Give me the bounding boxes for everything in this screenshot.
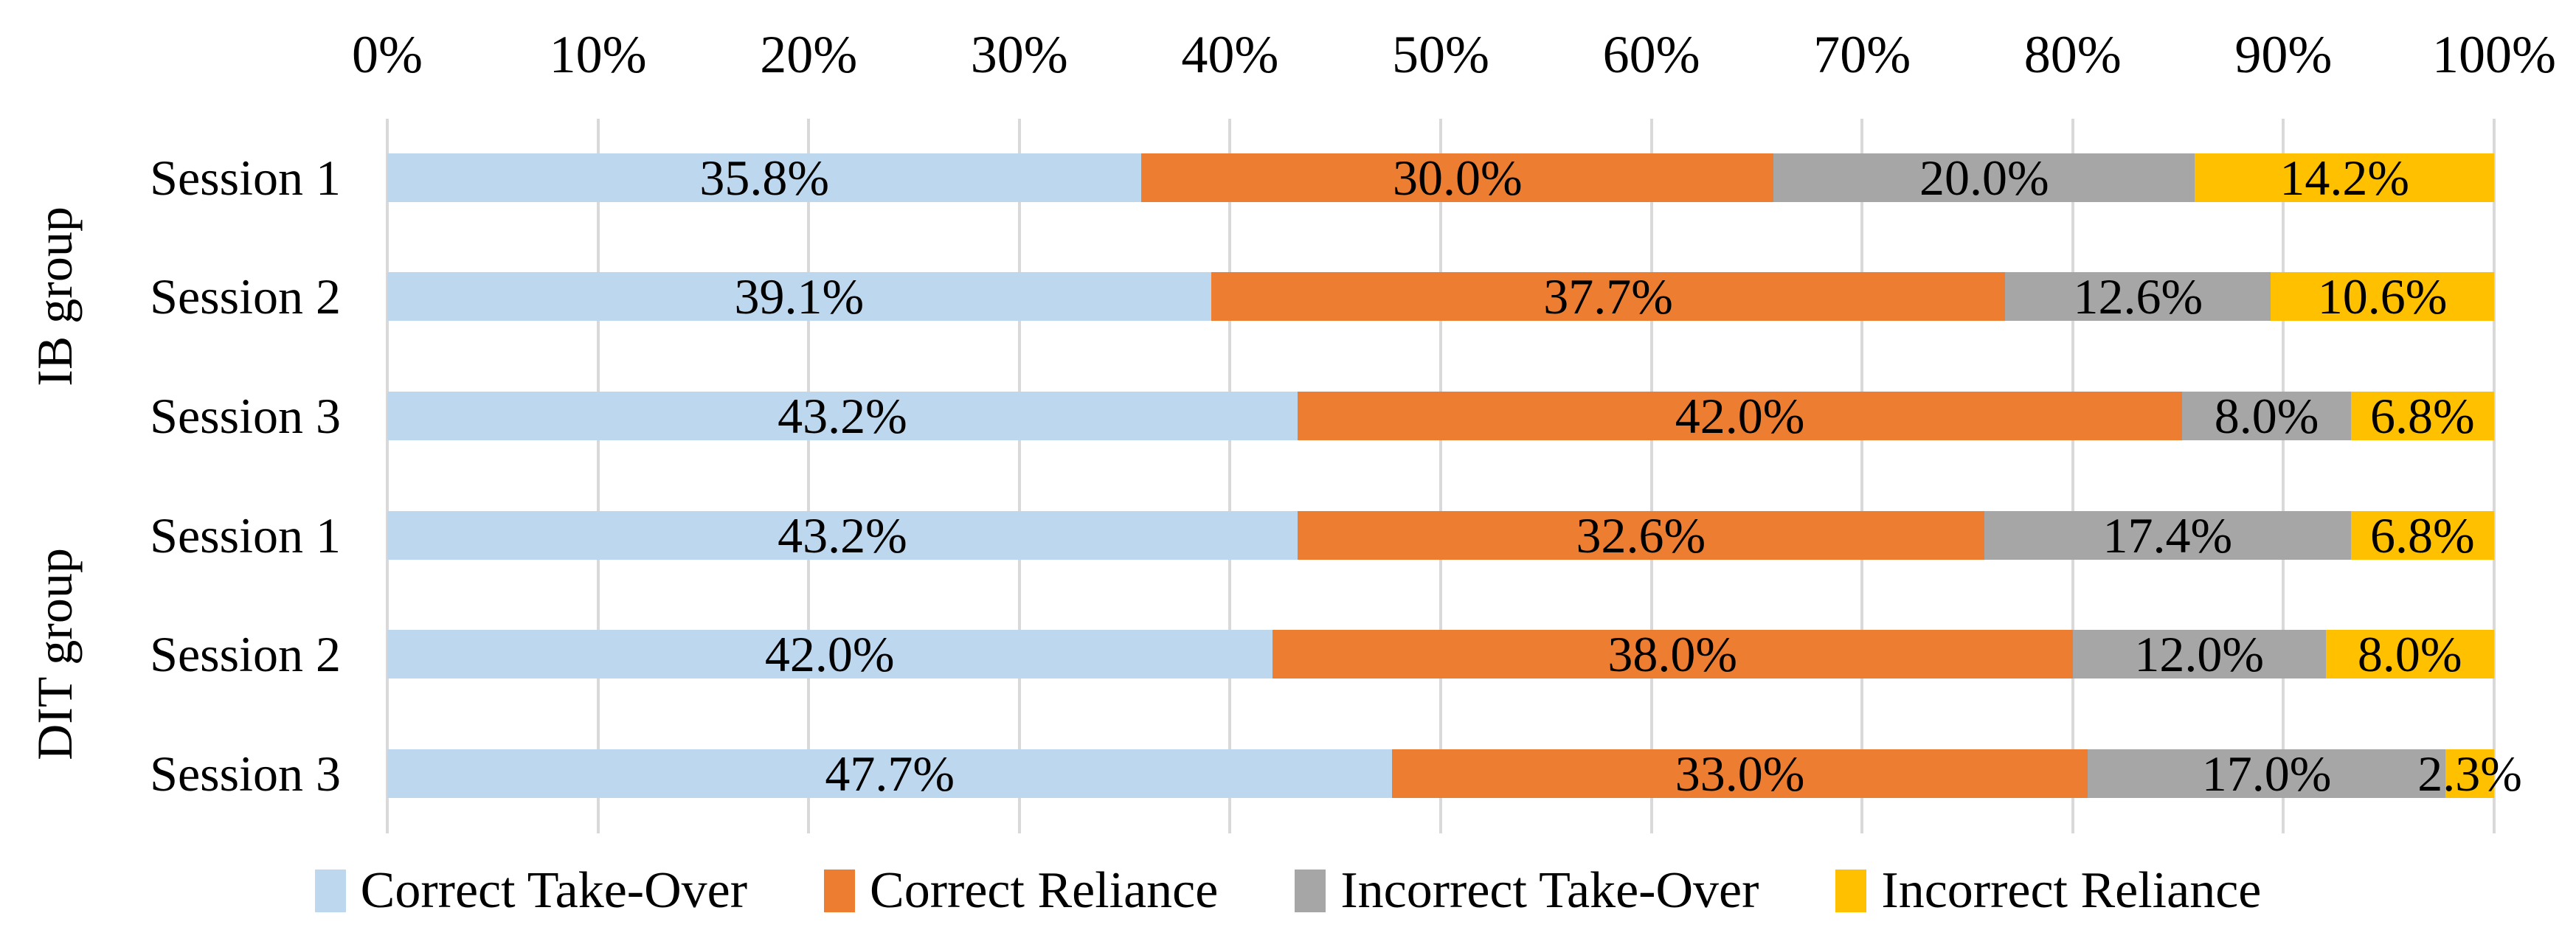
legend: Correct Take-Over Correct Reliance Incorre… xyxy=(0,857,2576,925)
bar-row: 47.7% 33.0% 17.0% 2.3% xyxy=(387,745,2522,802)
segment-value-label: 37.7% xyxy=(1543,268,1673,325)
x-axis-tick-label: 50% xyxy=(1392,25,1489,84)
bar-segment-incorrect-take-over: 17.4% xyxy=(1984,507,2351,563)
legend-item-label: Incorrect Take-Over xyxy=(1340,862,1759,919)
bar-segment-correct-take-over: 47.7% xyxy=(387,745,1393,802)
segment-value-label: 12.0% xyxy=(2134,626,2264,683)
category-label: Session 2 xyxy=(150,268,341,325)
gridline xyxy=(807,119,811,833)
category-label: Session 3 xyxy=(150,388,341,444)
bar-segment-incorrect-reliance: 6.8% xyxy=(2350,388,2494,444)
legend-item-label: Incorrect Reliance xyxy=(1881,862,2262,919)
segment-value-label: 32.6% xyxy=(1576,507,1706,563)
legend-swatch xyxy=(1295,870,1326,912)
bar-segment-incorrect-reliance: 2.3% xyxy=(2417,749,2522,799)
x-axis-tick-label: 70% xyxy=(1813,25,1911,84)
bar-segment-incorrect-take-over: 8.0% xyxy=(2182,388,2351,444)
segment-value-label: 43.2% xyxy=(778,507,907,563)
segment-value-label: 33.0% xyxy=(1675,745,1805,802)
legend-item-incorrect-take-over: Incorrect Take-Over xyxy=(1295,863,1759,919)
gridline xyxy=(1439,119,1442,833)
bar-segment-correct-take-over: 35.8% xyxy=(387,149,1142,206)
x-axis-tick-label: 10% xyxy=(549,25,647,84)
segment-value-label: 42.0% xyxy=(1675,388,1805,444)
segment-value-label: 35.8% xyxy=(699,149,830,206)
segment-value-label: 8.0% xyxy=(2214,388,2319,444)
segment-value-label: 20.0% xyxy=(1919,149,2049,206)
gridline xyxy=(2282,119,2285,833)
bar-segment-correct-reliance: 37.7% xyxy=(1211,268,2006,325)
category-label: Session 1 xyxy=(150,149,341,206)
category-label: Session 3 xyxy=(150,745,341,802)
x-axis-tick-label: 20% xyxy=(760,25,858,84)
gridline xyxy=(2493,119,2496,833)
bar-segment-incorrect-take-over: 12.6% xyxy=(2005,268,2271,325)
legend-item-label: Correct Reliance xyxy=(870,862,1219,919)
segment-value-label: 14.2% xyxy=(2279,149,2410,206)
bar-segment-correct-reliance: 38.0% xyxy=(1272,626,2073,683)
bar-segment-incorrect-take-over: 20.0% xyxy=(1773,149,2195,206)
bar-segment-incorrect-take-over: 17.0% xyxy=(2087,745,2446,802)
gridline xyxy=(1228,119,1232,833)
bar-segment-incorrect-take-over: 12.0% xyxy=(2072,626,2326,683)
x-axis-tick-label: 100% xyxy=(2432,25,2556,84)
bar-segment-correct-reliance: 42.0% xyxy=(1297,388,2183,444)
x-axis-tick-label: 0% xyxy=(352,25,423,84)
segment-value-label: 17.4% xyxy=(2102,507,2233,563)
gridline xyxy=(386,119,389,833)
legend-item-incorrect-reliance: Incorrect Reliance xyxy=(1835,863,2261,919)
gridline xyxy=(596,119,600,833)
segment-value-label: 30.0% xyxy=(1393,149,1523,206)
bar-segment-correct-reliance: 30.0% xyxy=(1141,149,1774,206)
gridline xyxy=(1017,119,1021,833)
segment-value-label: 47.7% xyxy=(825,745,955,802)
bar-segment-correct-take-over: 39.1% xyxy=(387,268,1211,325)
segment-value-label: 42.0% xyxy=(764,626,895,683)
segment-value-label: 43.2% xyxy=(778,388,907,444)
bar-segment-incorrect-reliance: 8.0% xyxy=(2325,626,2494,683)
bar-segment-correct-take-over: 42.0% xyxy=(387,626,1273,683)
gridline xyxy=(2071,119,2074,833)
bar-segment-incorrect-reliance: 10.6% xyxy=(2271,268,2494,325)
bar-segment-incorrect-reliance: 6.8% xyxy=(2350,507,2494,563)
segment-value-label: 17.0% xyxy=(2201,745,2332,802)
bar-segment-correct-take-over: 43.2% xyxy=(387,388,1298,444)
bar-segment-incorrect-reliance: 14.2% xyxy=(2195,149,2494,206)
segment-value-label: 8.0% xyxy=(2357,626,2462,683)
segment-value-label: 39.1% xyxy=(734,268,865,325)
bar-row: 42.0% 38.0% 12.0% 8.0% xyxy=(387,626,2494,683)
bar-segment-correct-reliance: 33.0% xyxy=(1392,745,2088,802)
segment-value-label: 6.8% xyxy=(2370,507,2475,563)
segment-value-label: 12.6% xyxy=(2073,268,2203,325)
category-label: Session 2 xyxy=(150,626,341,683)
legend-item-correct-reliance: Correct Reliance xyxy=(824,863,1218,919)
gridline xyxy=(1649,119,1653,833)
x-axis-tick-label: 40% xyxy=(1181,25,1279,84)
segment-value-label: 2.3% xyxy=(2417,745,2522,802)
legend-item-correct-take-over: Correct Take-Over xyxy=(314,862,748,919)
bar-row: 43.2% 42.0% 8.0% 6.8% xyxy=(387,388,2494,444)
x-axis-tick-label: 30% xyxy=(970,25,1068,84)
bar-segment-correct-take-over: 43.2% xyxy=(387,507,1298,563)
legend-item-label: Correct Take-Over xyxy=(360,862,748,919)
x-axis-tick-label: 90% xyxy=(2234,25,2333,84)
gridline xyxy=(1860,119,1864,833)
legend-swatch xyxy=(1835,870,1867,912)
bar-segment-correct-reliance: 32.6% xyxy=(1297,507,1984,563)
bar-row: 35.8% 30.0% 20.0% 14.2% xyxy=(387,149,2494,206)
x-axis-tick-label: 60% xyxy=(1602,25,1700,84)
bar-row: 43.2% 32.6% 17.4% 6.8% xyxy=(387,507,2494,563)
bar-row: 39.1% 37.7% 12.6% 10.6% xyxy=(387,268,2494,325)
legend-swatch xyxy=(314,870,346,912)
legend-swatch xyxy=(824,870,856,912)
segment-value-label: 6.8% xyxy=(2370,388,2475,444)
category-label: Session 1 xyxy=(150,507,341,563)
segment-value-label: 10.6% xyxy=(2317,268,2448,325)
x-axis-tick-label: 80% xyxy=(2023,25,2122,84)
segment-value-label: 38.0% xyxy=(1607,626,1737,683)
